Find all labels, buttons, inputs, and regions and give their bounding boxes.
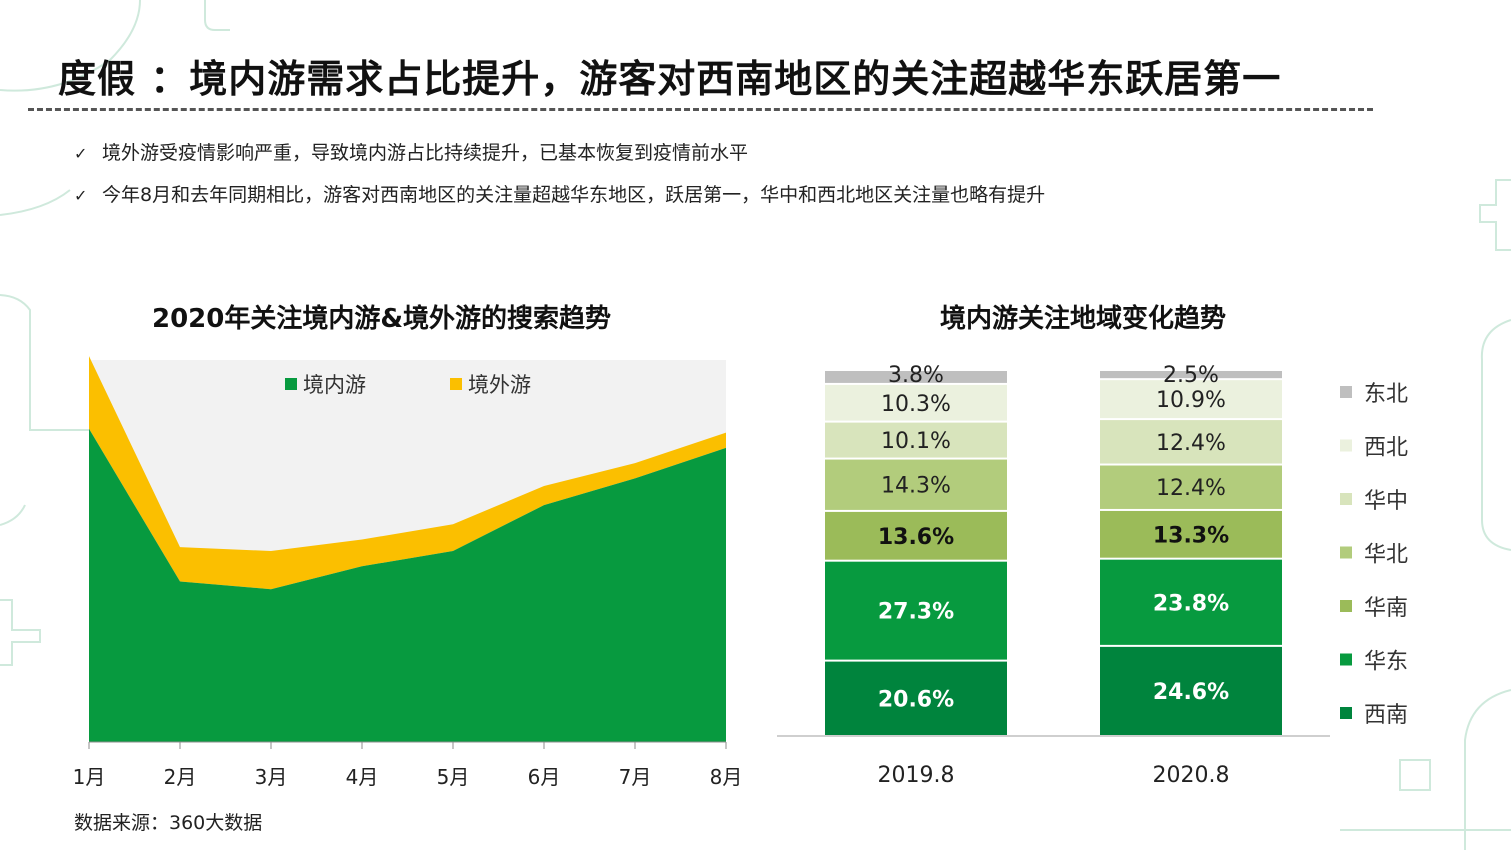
bar-data-label: 24.6%: [1153, 680, 1229, 705]
legend-label: 西北: [1364, 436, 1408, 461]
bar-segment: [1100, 510, 1282, 558]
legend-swatch: [1340, 707, 1352, 719]
x-tick-label: 5月: [437, 765, 470, 789]
series-area-domestic: [89, 428, 726, 742]
bar-data-label: 13.3%: [1153, 523, 1229, 548]
check-icon: ✓: [74, 144, 88, 163]
legend-label: 华南: [1364, 596, 1408, 621]
bullet-list: ✓ 境外游受疫情影响严重，导致境内游占比持续提升，已基本恢复到疫情前水平 ✓ 今年8…: [74, 138, 1045, 222]
bar-segment: [1100, 646, 1282, 735]
area-chart-title: 2020年关注境内游&境外游的搜索趋势: [152, 304, 612, 334]
x-tick-label: 6月: [528, 765, 561, 789]
bar-segment: [825, 422, 1007, 458]
bar-segment: [1100, 420, 1282, 464]
series-area-foreign: [89, 356, 726, 590]
legend-label: 西南: [1364, 703, 1408, 728]
bar-segment: [825, 371, 1007, 383]
data-source: 数据来源：360大数据: [74, 812, 263, 834]
bar-data-label: 12.4%: [1156, 476, 1226, 501]
x-tick-label: 2月: [164, 765, 197, 789]
legend-label: 境外游: [468, 373, 531, 397]
bar-data-label: 20.6%: [878, 687, 954, 712]
bar-data-label: 23.8%: [1153, 591, 1229, 616]
bullet-text: 今年8月和去年同期相比，游客对西南地区的关注量超越华东地区，跃居第一，华中和西北…: [102, 184, 1046, 206]
bar-segment: [1100, 371, 1282, 379]
bullet-item: ✓ 今年8月和去年同期相比，游客对西南地区的关注量超越华东地区，跃居第一，华中和西…: [74, 180, 1045, 222]
legend-label: 东北: [1364, 382, 1408, 407]
legend-label: 境内游: [303, 373, 366, 397]
legend-swatch: [1340, 653, 1352, 666]
legend-swatch: [1340, 493, 1352, 505]
page-title: 度假 ：境内游需求占比提升，游客对西南地区的关注超越华东跃居第一: [58, 57, 1282, 101]
x-tick-label: 7月: [619, 765, 652, 789]
legend-swatch: [1340, 386, 1352, 398]
bar-data-label: 12.4%: [1156, 431, 1226, 456]
bar-segment: [825, 459, 1007, 510]
bar-data-label: 13.6%: [878, 525, 954, 550]
bar-segment: [1100, 559, 1282, 645]
stacked-bar-chart: 20.6% 27.3% 13.6% 14.3% 10.1% 10.3% 3.8% 2019.8…: [777, 363, 1408, 788]
x-tick-label: 8月: [710, 765, 743, 789]
bar-segment: [825, 661, 1007, 735]
x-tick-label: 4月: [346, 765, 379, 789]
bar-data-label: 10.3%: [881, 392, 951, 417]
bullet-item: ✓ 境外游受疫情影响严重，导致境内游占比持续提升，已基本恢复到疫情前水平: [74, 138, 1045, 180]
title-divider: [28, 108, 1373, 111]
legend-label: 华中: [1364, 489, 1408, 514]
bar-segment: [825, 511, 1007, 560]
legend-swatch: [285, 378, 297, 390]
bar-data-label: 27.3%: [878, 600, 954, 625]
bar-data-label: 14.3%: [881, 474, 951, 499]
legend-swatch: [1340, 546, 1352, 559]
bar-data-label: 10.9%: [1156, 388, 1226, 413]
bar-segment: [825, 384, 1007, 421]
x-tick-label: 1月: [73, 765, 106, 789]
bar-data-label: 3.8%: [888, 363, 944, 388]
x-tick-label: 3月: [255, 765, 288, 789]
area-chart: 1月 2月 3月 4月 5月 6月 7月 8月 境内游 境外游: [73, 356, 743, 789]
bar-segment: [1100, 465, 1282, 509]
check-icon: ✓: [74, 186, 88, 205]
legend-swatch: [1340, 439, 1352, 452]
bar-chart-title: 境内游关注地域变化趋势: [940, 304, 1227, 334]
bar-data-label: 10.1%: [881, 429, 951, 454]
bar-data-label: 2.5%: [1163, 363, 1219, 388]
bullet-text: 境外游受疫情影响严重，导致境内游占比持续提升，已基本恢复到疫情前水平: [102, 142, 749, 164]
legend-label: 华东: [1364, 650, 1408, 675]
legend-swatch: [450, 378, 462, 390]
x-tick-label: 2019.8: [878, 763, 955, 788]
x-tick-label: 2020.8: [1153, 763, 1230, 788]
bar-segment: [1100, 380, 1282, 419]
legend-swatch: [1340, 600, 1352, 612]
legend-label: 华北: [1364, 543, 1408, 568]
bar-segment: [825, 561, 1007, 660]
